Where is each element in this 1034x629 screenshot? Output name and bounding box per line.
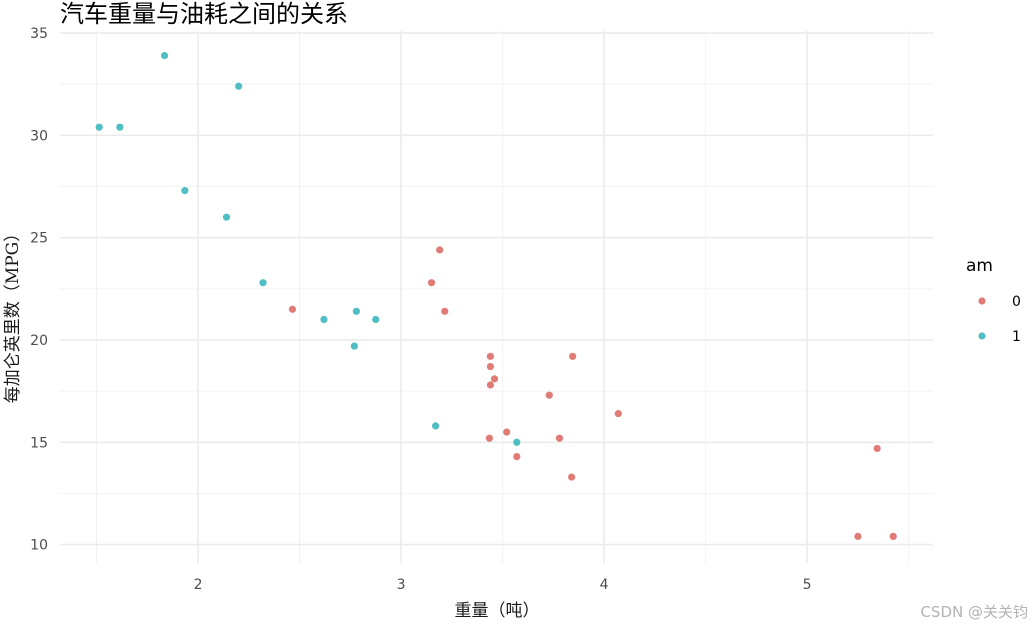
scatter-point-am-0	[490, 375, 499, 383]
scatter-point-am-0	[545, 391, 553, 399]
scatter-point-am-1	[320, 315, 328, 324]
scatter-point-am-1	[372, 315, 380, 324]
x-tick-label: 3	[397, 577, 406, 593]
y-tick-label: 20	[30, 333, 48, 349]
data-points	[95, 51, 897, 541]
minor-gridlines	[60, 31, 933, 563]
y-tick-label: 15	[30, 435, 48, 451]
scatter-point-am-1	[181, 187, 189, 195]
scatter-point-am-1	[222, 213, 231, 221]
legend-label-am-1: 1	[1012, 329, 1021, 345]
x-axis-label: 重量（吨）	[455, 601, 540, 621]
x-tick-label: 2	[194, 577, 203, 593]
scatter-point-am-0	[427, 279, 436, 287]
scatter-point-am-0	[555, 434, 564, 442]
y-tick-label: 25	[30, 231, 48, 247]
scatter-point-am-0	[854, 532, 862, 541]
scatter-point-am-0	[503, 428, 511, 436]
scatter-point-am-1	[352, 307, 361, 315]
y-tick-label: 10	[30, 538, 48, 554]
scatter-point-am-0	[614, 410, 622, 418]
x-tick-label: 5	[803, 577, 812, 593]
legend-key-am-0	[978, 297, 986, 305]
scatter-point-am-0	[513, 453, 521, 461]
scatter-point-am-0	[485, 434, 493, 442]
legend: am 0 1	[966, 256, 1021, 345]
scatter-point-am-1	[513, 438, 521, 446]
scatter-point-am-1	[350, 342, 358, 350]
tick-labels: 2 3 4 5 10 15 20 25 30 35	[30, 26, 811, 593]
major-gridlines	[60, 31, 933, 563]
chart-title: 汽车重量与油耗之间的关系	[60, 0, 348, 28]
scatter-point-am-0	[568, 473, 576, 481]
scatter-point-am-1	[95, 123, 103, 131]
scatter-point-am-0	[441, 307, 449, 315]
watermark: CSDN @关关钧	[920, 603, 1028, 621]
scatter-point-am-0	[486, 381, 495, 389]
scatter-point-am-0	[873, 444, 881, 453]
y-axis-label: 每加仑英里数（MPG）	[3, 225, 23, 403]
scatter-point-am-0	[486, 362, 495, 371]
legend-label-am-0: 0	[1012, 294, 1021, 310]
scatter-point-am-0	[569, 352, 577, 360]
scatter-point-am-0	[889, 532, 897, 541]
scatter-point-am-1	[259, 279, 267, 287]
y-tick-label: 30	[30, 128, 48, 144]
y-tick-label: 35	[30, 26, 48, 42]
scatter-point-am-0	[436, 246, 444, 254]
scatter-point-am-1	[235, 82, 243, 90]
legend-key-am-1	[978, 332, 986, 340]
legend-title: am	[966, 256, 993, 276]
scatter-point-am-1	[116, 123, 124, 131]
scatter-point-am-1	[160, 51, 169, 60]
scatter-point-am-1	[431, 422, 440, 430]
x-tick-label: 4	[600, 577, 609, 593]
scatter-point-am-0	[288, 305, 297, 313]
scatter-point-am-0	[486, 352, 495, 360]
